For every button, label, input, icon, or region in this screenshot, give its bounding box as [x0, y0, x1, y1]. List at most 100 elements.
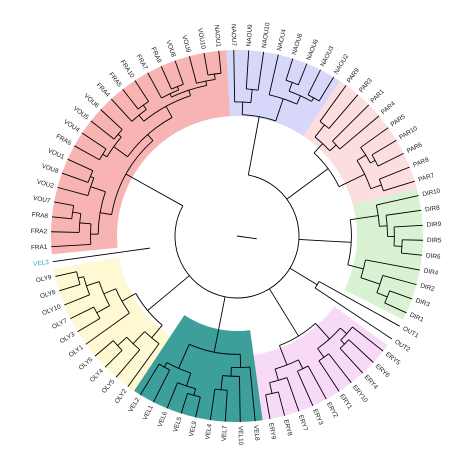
leaf-label-vel4: VEL4: [204, 423, 213, 440]
internal-branch: [360, 277, 381, 285]
internal-branch: [147, 296, 165, 311]
leaf-label-vou6: VOU6: [82, 93, 100, 110]
leaf-label-naou6: NAOU6: [305, 38, 320, 61]
internal-arc: [196, 78, 216, 84]
leaf-label-ery7: ERY7: [297, 414, 309, 432]
internal-branch: [113, 146, 128, 158]
leaf-label-naou7: NAOU7: [230, 24, 237, 47]
leaf-branch: [377, 152, 404, 167]
leaf-branch: [195, 396, 201, 418]
leaf-label-par8: PAR8: [412, 156, 430, 169]
leaf-label-vel9: VEL9: [188, 420, 198, 437]
internal-branch: [100, 212, 112, 216]
leaf-branch: [147, 72, 162, 99]
leaf-label-fra6: FRA6: [55, 133, 73, 147]
leaf-branch: [379, 166, 410, 180]
leaf-label-fra7: FRA7: [135, 53, 149, 71]
internal-branch: [338, 173, 365, 188]
leaf-label-dir2: DIR2: [419, 282, 435, 293]
internal-branch: [147, 134, 154, 141]
internal-branch: [288, 82, 293, 92]
leaf-branch: [249, 366, 256, 422]
leaf-label-vou4: VOU4: [62, 118, 81, 134]
internal-branch: [311, 97, 315, 102]
internal-branch: [370, 160, 376, 164]
leaf-branch: [332, 104, 370, 142]
leaf-branch: [245, 50, 250, 90]
leaf-label-ery2: ERY2: [325, 401, 339, 419]
internal-branch: [331, 240, 352, 243]
internal-branch: [186, 372, 192, 387]
leaf-label-naou1: NAOU1: [213, 25, 222, 48]
internal-branch: [376, 292, 388, 298]
internal-branch: [178, 344, 190, 369]
internal-branch: [315, 323, 330, 340]
internal-arc: [158, 363, 170, 371]
leaf-branch: [268, 54, 279, 95]
leaf-branch: [233, 50, 236, 102]
leaf-branch: [286, 377, 300, 412]
leaf-branch: [55, 271, 77, 277]
internal-arc: [385, 215, 388, 237]
leaf-label-fra9: FRA9: [149, 46, 162, 64]
internal-branch: [313, 143, 324, 154]
internal-arc: [126, 336, 141, 351]
leaf-label-vou8: VOU8: [41, 163, 60, 176]
internal-branch: [220, 375, 223, 390]
leaf-branch: [257, 51, 265, 91]
leaf-branch: [122, 88, 139, 110]
internal-branch: [121, 293, 137, 302]
internal-branch: [103, 288, 116, 295]
leaf-label-naou3: NAOU3: [319, 45, 335, 68]
leaf-label-out1: OUT1: [401, 325, 420, 340]
internal-branch: [279, 345, 288, 366]
leaf-branch: [401, 252, 423, 256]
internal-branch: [86, 281, 100, 287]
leaf-label-naou9: NAOU9: [246, 24, 254, 47]
internal-branch: [317, 348, 325, 358]
leaf-branch: [70, 306, 95, 320]
leaf-branch: [285, 58, 294, 81]
internal-branch: [314, 124, 325, 138]
leaf-label-oly8: OLY8: [39, 289, 57, 300]
leaf-label-oly3: OLY3: [59, 331, 77, 345]
leaf-branch: [376, 195, 419, 206]
leaf-label-dir1: DIR1: [409, 311, 426, 324]
leaf-label-vel7: VEL7: [221, 425, 229, 441]
leaf-label-naou8: NAOU8: [291, 32, 304, 56]
internal-branch: [72, 211, 81, 214]
internal-branch: [347, 264, 364, 270]
leaf-label-oly9: OLY9: [35, 274, 52, 284]
internal-arc: [87, 177, 95, 196]
leaf-branch: [386, 209, 422, 216]
leaf-branch: [139, 363, 160, 396]
clade-wedge-dir: [344, 188, 424, 320]
leaf-branch: [110, 98, 133, 122]
internal-branch: [102, 153, 108, 158]
internal-branch: [274, 368, 279, 381]
leaf-label-oly4: OLY4: [89, 367, 106, 383]
leaf-branch: [81, 132, 107, 150]
internal-arc: [360, 259, 366, 278]
leaf-label-vou8: VOU8: [164, 39, 177, 58]
clade-wedge-fra-vou: [51, 50, 231, 255]
leaf-branch: [51, 231, 80, 233]
leaf-branch: [297, 371, 314, 407]
internal-branch: [253, 116, 260, 143]
leaf-label-naou10: NAOU10: [261, 22, 272, 49]
leaf-branch: [389, 290, 413, 300]
internal-branch: [176, 86, 180, 91]
leaf-branch: [277, 391, 286, 416]
leaf-branch: [339, 115, 380, 150]
leaf-label-fra5: FRA5: [107, 71, 123, 89]
leaf-label-naou4: NAOU4: [276, 28, 288, 51]
leaf-label-ery3: ERY3: [311, 408, 324, 426]
leaf-label-vel6: VEL6: [157, 410, 170, 428]
internal-branch: [296, 95, 301, 105]
leaf-label-ery8: ERY8: [282, 419, 293, 437]
leaf-branch: [224, 390, 228, 422]
leaf-branch: [54, 201, 74, 207]
leaf-branch: [394, 224, 423, 228]
internal-branch: [96, 305, 110, 314]
internal-branch: [241, 102, 244, 115]
